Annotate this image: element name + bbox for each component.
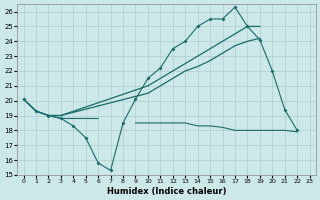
X-axis label: Humidex (Indice chaleur): Humidex (Indice chaleur) (107, 187, 226, 196)
